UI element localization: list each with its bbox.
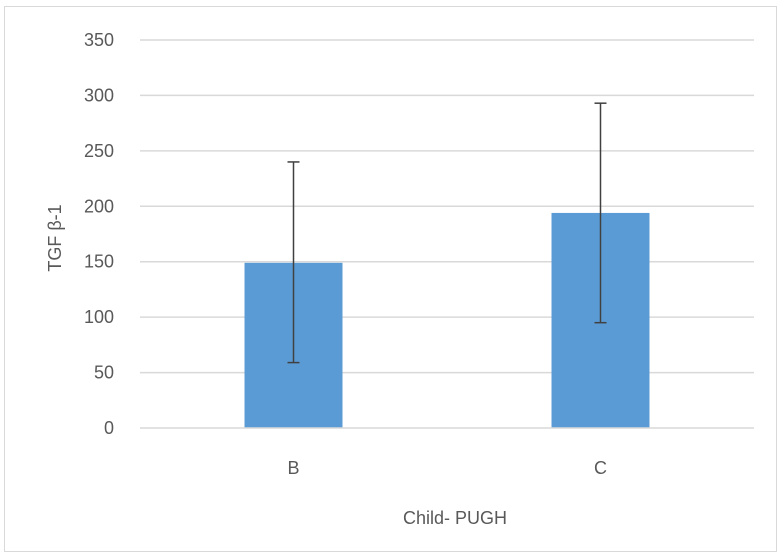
y-tick-label: 150: [84, 252, 114, 272]
y-tick-label: 50: [94, 363, 114, 383]
y-tick-label: 200: [84, 196, 114, 216]
y-axis-label: TGF β-1: [45, 204, 65, 271]
x-axis-label: Child- PUGH: [403, 508, 507, 528]
error-bars: [287, 102, 607, 364]
x-tick-label: B: [287, 458, 299, 478]
x-tick-label: C: [594, 458, 607, 478]
gridlines: [140, 39, 754, 374]
y-tick-label: 0: [104, 418, 114, 438]
y-tick-label: 100: [84, 307, 114, 327]
error-bar-b: [287, 161, 300, 364]
y-tick-label: 250: [84, 141, 114, 161]
y-axis-ticks: 0 50 100 150 200 250 300 350: [84, 30, 114, 438]
error-bar-c: [594, 102, 607, 324]
y-tick-label: 350: [84, 30, 114, 50]
y-tick-label: 300: [84, 85, 114, 105]
bars: [244, 212, 650, 428]
